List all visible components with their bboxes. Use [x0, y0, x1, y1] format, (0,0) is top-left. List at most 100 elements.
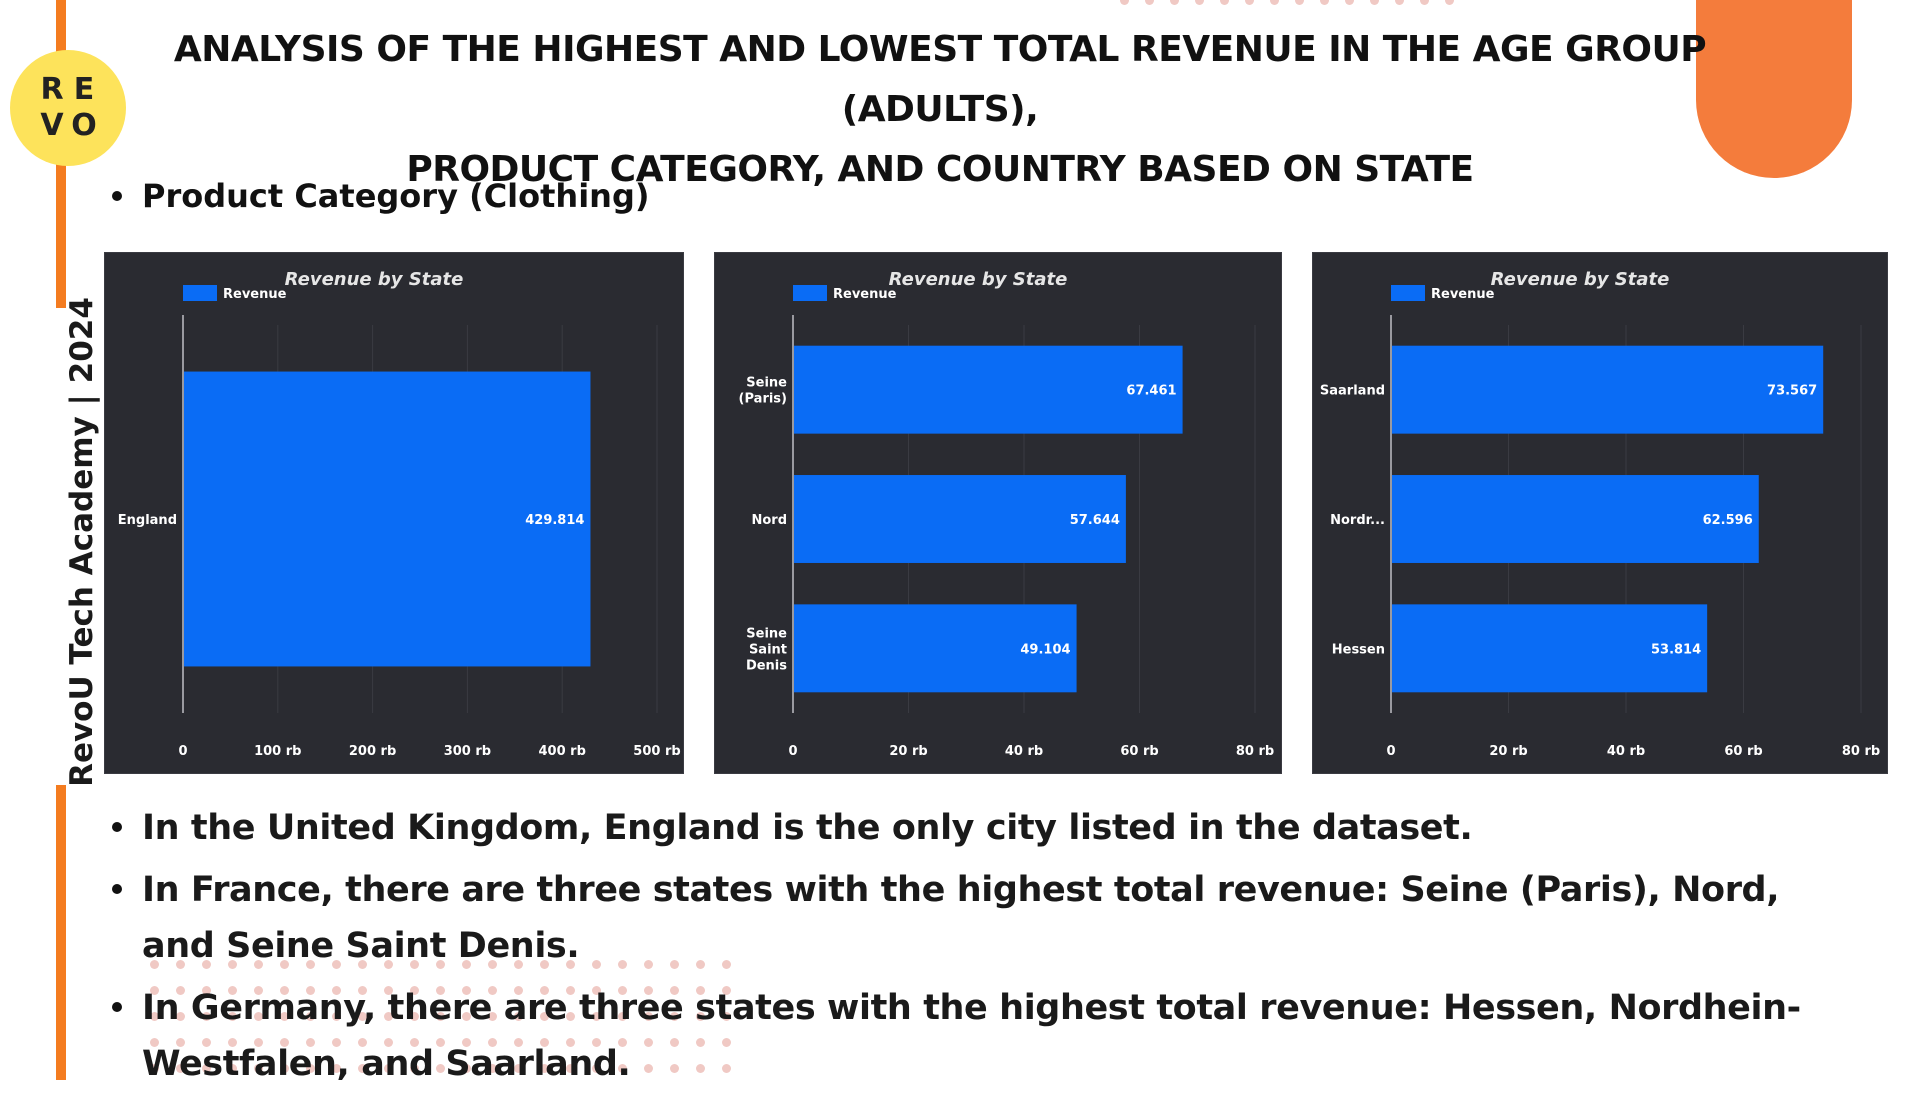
- decorative-dot: [670, 1064, 679, 1073]
- x-tick-label: 60 rb: [1724, 744, 1762, 759]
- logo-letter: E: [73, 72, 95, 107]
- category-label-line: Saint: [749, 642, 787, 657]
- category-label: Nordr...: [1330, 513, 1385, 528]
- decorative-orange-shape: [1696, 0, 1852, 178]
- decorative-dot: [1145, 0, 1154, 5]
- decorative-dot: [618, 1038, 627, 1047]
- decorative-dot: [332, 960, 341, 969]
- decorative-dot: [1120, 0, 1129, 5]
- decorative-dot: [1170, 0, 1179, 5]
- bar: [793, 345, 1183, 434]
- decorative-dot: [410, 960, 419, 969]
- decorative-dot: [1220, 0, 1229, 5]
- decorative-dot: [384, 986, 393, 995]
- decorative-dot: [150, 1038, 159, 1047]
- accent-rail-bottom: [56, 785, 66, 1080]
- decorative-dot: [280, 1012, 289, 1021]
- decorative-dot: [410, 1064, 419, 1073]
- logo-letter: R: [40, 72, 64, 107]
- category-label: Seine Saint Denis: [746, 626, 787, 673]
- decorative-dot: [670, 1012, 679, 1021]
- category-label-line: England: [118, 513, 177, 528]
- decorative-dot: [462, 1012, 471, 1021]
- decorative-dot: [202, 1038, 211, 1047]
- decorative-dot: [670, 960, 679, 969]
- decorative-dot: [1320, 0, 1329, 5]
- bar-value-label: 49.104: [1020, 642, 1070, 657]
- decorative-dots-top: [1120, 0, 1454, 5]
- finding-text: In Germany, there are three states with …: [142, 988, 1801, 1084]
- decorative-dot: [150, 1064, 159, 1073]
- decorative-dot: [566, 960, 575, 969]
- bullet-dot: [112, 884, 122, 894]
- decorative-dot: [384, 960, 393, 969]
- finding-item: In Germany, there are three states with …: [112, 980, 1862, 1092]
- revo-logo: R E V O: [10, 50, 126, 166]
- decorative-dot: [644, 1038, 653, 1047]
- decorative-dot: [592, 1038, 601, 1047]
- decorative-dot: [722, 1012, 731, 1021]
- decorative-dot: [384, 1012, 393, 1021]
- decorative-dot: [436, 960, 445, 969]
- decorative-dot: [358, 1064, 367, 1073]
- decorative-dot: [332, 1038, 341, 1047]
- x-tick-label: 20 rb: [1489, 744, 1527, 759]
- bar: [1391, 345, 1824, 434]
- category-label-line: (Paris): [739, 392, 787, 407]
- chart-title: Revenue by State: [889, 269, 1068, 290]
- decorative-dot: [436, 986, 445, 995]
- bar: [793, 604, 1077, 693]
- decorative-dot: [592, 1064, 601, 1073]
- decorative-dot: [1295, 0, 1304, 5]
- x-tick-label: 0: [788, 744, 797, 759]
- decorative-dot: [358, 1038, 367, 1047]
- decorative-dot: [254, 1064, 263, 1073]
- decorative-dot: [176, 986, 185, 995]
- decorative-dot: [150, 986, 159, 995]
- decorative-dot: [722, 960, 731, 969]
- decorative-dot: [280, 960, 289, 969]
- decorative-dot: [1345, 0, 1354, 5]
- decorative-dot: [540, 986, 549, 995]
- bar: [793, 475, 1126, 563]
- decorative-dot: [228, 1064, 237, 1073]
- decorative-dot: [1195, 0, 1204, 5]
- decorative-dot: [696, 986, 705, 995]
- category-bullet: Product Category (Clothing): [112, 177, 649, 215]
- x-tick-label: 0: [1386, 744, 1395, 759]
- decorative-dot: [488, 1038, 497, 1047]
- category-label-line: Seine: [746, 376, 787, 391]
- bar-value-label: 57.644: [1070, 513, 1120, 528]
- legend-swatch: [793, 285, 827, 301]
- decorative-dot: [618, 986, 627, 995]
- category-subtitle: Product Category (Clothing): [142, 177, 650, 215]
- decorative-dots-bottom: [150, 960, 731, 1073]
- finding-item: In the United Kingdom, England is the on…: [112, 800, 1862, 856]
- bullet-dot: [112, 1002, 122, 1012]
- category-label-line: Nordr...: [1330, 513, 1385, 528]
- decorative-dot: [410, 1012, 419, 1021]
- decorative-dot: [644, 986, 653, 995]
- decorative-dot: [306, 1038, 315, 1047]
- decorative-dot: [280, 986, 289, 995]
- logo-letter: O: [71, 108, 97, 143]
- finding-item: In France, there are three states with t…: [112, 862, 1862, 974]
- decorative-dot: [566, 1038, 575, 1047]
- decorative-dot: [254, 986, 263, 995]
- decorative-dot: [566, 986, 575, 995]
- decorative-dot: [644, 960, 653, 969]
- x-tick-label: 80 rb: [1236, 744, 1274, 759]
- decorative-dot: [566, 1064, 575, 1073]
- x-tick-label: 200 rb: [349, 744, 396, 759]
- category-label: Nord: [751, 513, 787, 528]
- bar-value-label: 73.567: [1767, 384, 1817, 399]
- decorative-dot: [280, 1038, 289, 1047]
- decorative-dot: [514, 1012, 523, 1021]
- finding-text: In the United Kingdom, England is the on…: [142, 808, 1473, 848]
- decorative-dot: [332, 986, 341, 995]
- decorative-dot: [462, 1064, 471, 1073]
- decorative-dot: [436, 1064, 445, 1073]
- decorative-dot: [618, 960, 627, 969]
